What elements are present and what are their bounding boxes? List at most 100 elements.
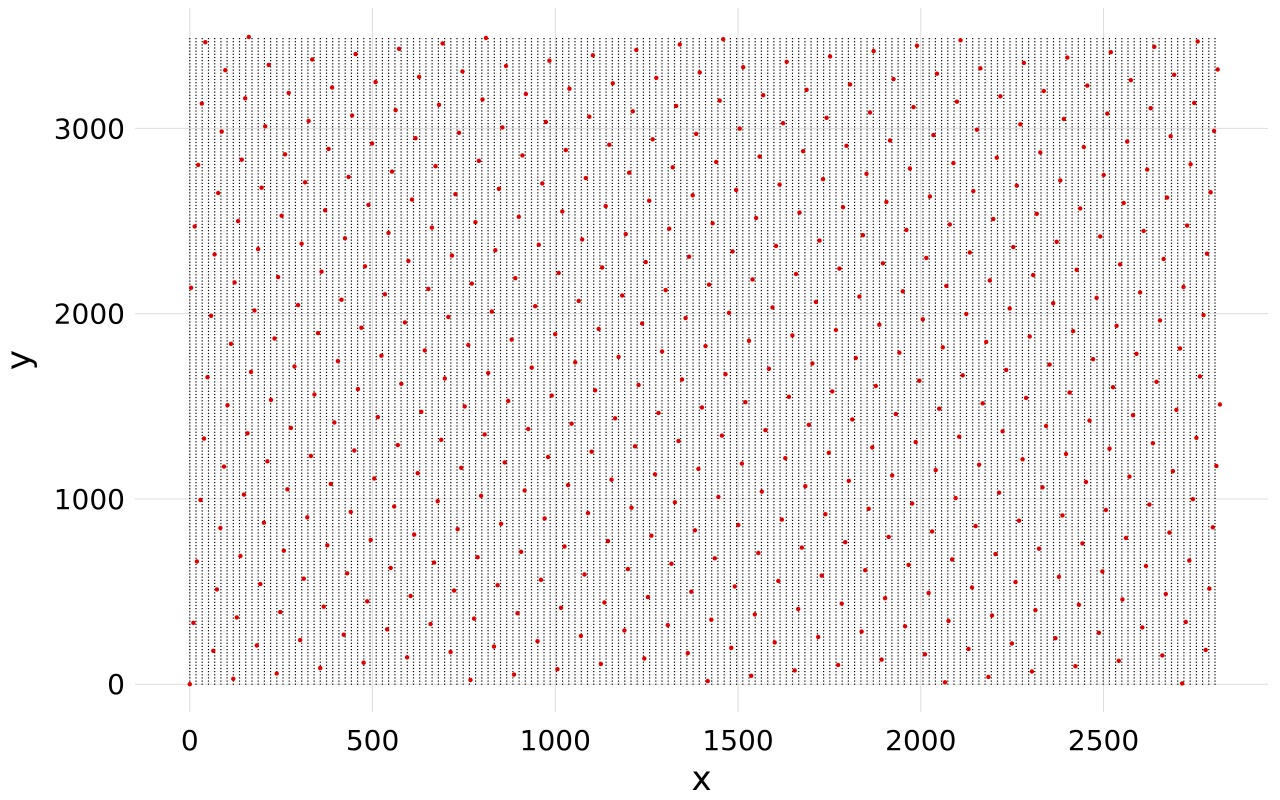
data-point <box>251 180 252 181</box>
data-point <box>202 262 203 263</box>
data-point <box>202 145 203 146</box>
data-point <box>189 189 190 190</box>
data-point <box>220 618 221 619</box>
data-point <box>214 381 215 382</box>
data-point <box>251 344 252 345</box>
data-point <box>189 558 190 559</box>
data-point <box>195 652 196 653</box>
data-point <box>251 655 252 656</box>
data-point <box>214 577 215 578</box>
data-point <box>214 558 215 559</box>
data-point <box>239 655 240 656</box>
data-point <box>214 73 215 74</box>
data-point <box>251 284 252 285</box>
data-point <box>251 350 252 351</box>
data-point <box>245 438 246 439</box>
data-point <box>220 309 221 310</box>
data-point <box>195 240 196 241</box>
data-point <box>227 51 228 52</box>
data-point <box>233 532 234 533</box>
data-point <box>239 454 240 455</box>
data-point <box>227 580 228 581</box>
data-point <box>208 208 209 209</box>
data-point <box>202 167 203 168</box>
data-point <box>214 391 215 392</box>
data-point <box>214 539 215 540</box>
data-point <box>202 485 203 486</box>
data-point <box>189 148 190 149</box>
data-point <box>239 451 240 452</box>
data-point <box>239 366 240 367</box>
data-point <box>245 148 246 149</box>
data-point <box>227 482 228 483</box>
data-point <box>202 668 203 669</box>
data-point <box>233 268 234 269</box>
data-point <box>245 101 246 102</box>
data-point <box>239 640 240 641</box>
data-point <box>245 337 246 338</box>
data-point <box>202 208 203 209</box>
data-point <box>208 561 209 562</box>
data-point <box>233 655 234 656</box>
data-point <box>227 410 228 411</box>
data-point <box>208 526 209 527</box>
data-point <box>245 577 246 578</box>
data-point <box>214 47 215 48</box>
data-point <box>195 114 196 115</box>
data-point <box>202 38 203 39</box>
data-point <box>251 624 252 625</box>
data-point <box>208 47 209 48</box>
data-point <box>227 520 228 521</box>
data-point <box>251 258 252 259</box>
data-point <box>214 677 215 678</box>
data-point <box>227 290 228 291</box>
data-point <box>189 356 190 357</box>
data-point <box>214 170 215 171</box>
data-point <box>220 344 221 345</box>
data-point <box>245 293 246 294</box>
data-point <box>208 640 209 641</box>
data-point <box>195 649 196 650</box>
data-point <box>189 340 190 341</box>
data-point <box>239 344 240 345</box>
data-point <box>214 92 215 93</box>
data-point <box>195 158 196 159</box>
data-point <box>227 98 228 99</box>
data-point <box>239 618 240 619</box>
data-point <box>195 621 196 622</box>
data-point <box>239 643 240 644</box>
data-point <box>208 290 209 291</box>
data-point <box>195 340 196 341</box>
data-point <box>202 281 203 282</box>
data-point <box>195 614 196 615</box>
data-point <box>189 482 190 483</box>
data-point <box>239 586 240 587</box>
data-point <box>239 523 240 524</box>
data-point <box>220 281 221 282</box>
data-point <box>195 419 196 420</box>
data-point <box>189 375 190 376</box>
data-point <box>189 236 190 237</box>
data-point <box>195 684 196 685</box>
data-point <box>208 602 209 603</box>
data-point <box>233 611 234 612</box>
data-point <box>239 665 240 666</box>
data-point <box>208 180 209 181</box>
data-point <box>220 230 221 231</box>
data-point <box>195 605 196 606</box>
data-point <box>202 495 203 496</box>
data-point <box>195 211 196 212</box>
data-point <box>214 400 215 401</box>
data-point <box>208 643 209 644</box>
data-point <box>195 397 196 398</box>
data-point <box>202 195 203 196</box>
data-point <box>227 624 228 625</box>
data-point <box>189 309 190 310</box>
data-point <box>245 183 246 184</box>
data-point <box>239 224 240 225</box>
data-point <box>220 504 221 505</box>
data-point <box>195 369 196 370</box>
data-point <box>245 378 246 379</box>
data-point <box>208 444 209 445</box>
data-point <box>227 41 228 42</box>
